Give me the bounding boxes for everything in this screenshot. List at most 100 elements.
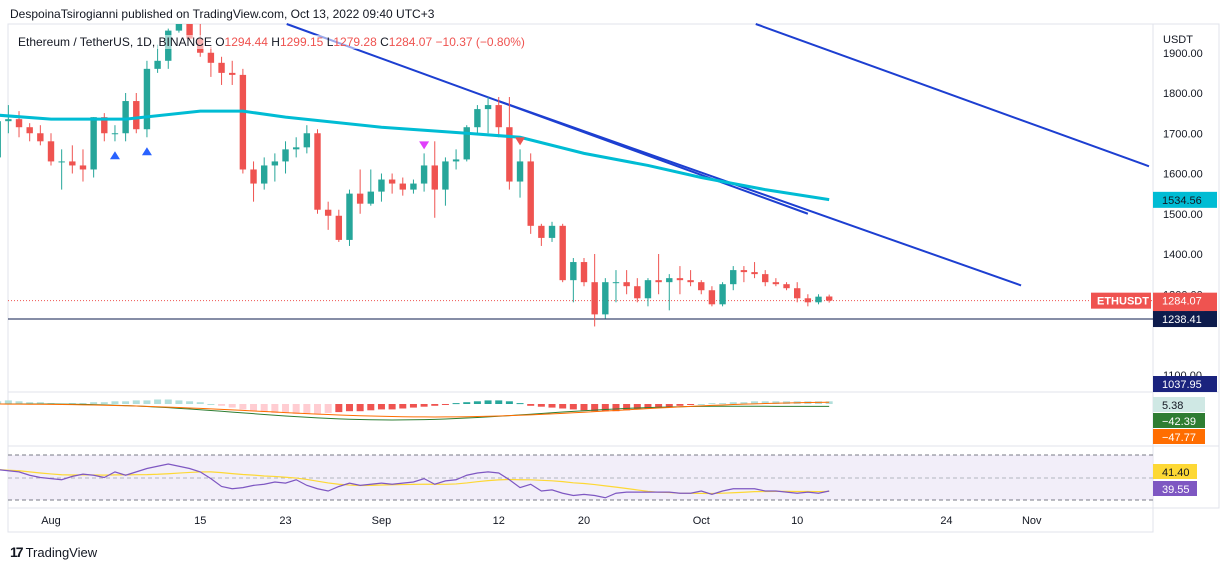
trendlines[interactable] xyxy=(286,23,1150,287)
candle-body xyxy=(186,24,193,39)
macd-histogram-bar xyxy=(345,404,353,412)
macd-histogram-bar xyxy=(537,404,545,407)
price-tick-label: 1800.00 xyxy=(1163,88,1203,100)
macd-histogram-bar xyxy=(548,404,556,408)
rsi-value-text: 39.55 xyxy=(1162,484,1190,496)
macd-histogram-bar xyxy=(740,402,748,404)
price-label-text: 1238.41 xyxy=(1162,314,1202,326)
candle-body xyxy=(474,109,481,128)
macd-histogram-bar xyxy=(495,400,503,404)
candle-body xyxy=(698,282,705,291)
candle-body xyxy=(772,282,780,285)
macd-histogram-bar xyxy=(271,404,279,413)
macd-histogram-bar xyxy=(719,403,727,405)
candle-body xyxy=(815,296,822,303)
price-tick-label: 1400.00 xyxy=(1163,249,1203,261)
price-label-text: 1284.07 xyxy=(1162,296,1202,308)
macd-histogram-bar xyxy=(633,404,641,410)
macd-histogram-bar xyxy=(282,404,290,413)
macd-histogram-bar xyxy=(473,401,481,404)
macd-histogram-bar xyxy=(409,404,417,408)
macd-value-text: −47.77 xyxy=(1162,432,1196,444)
macd-histogram-bar xyxy=(676,404,684,406)
candle-body xyxy=(580,262,588,283)
candle-body xyxy=(101,117,108,134)
symbol-tag-text: ETHUSDT xyxy=(1097,296,1149,308)
candle-body xyxy=(239,74,247,170)
macd-histogram-bar xyxy=(665,404,673,407)
candle-body xyxy=(687,280,694,283)
candle-body xyxy=(506,127,513,182)
sell-signal-arrow-icon xyxy=(515,137,526,146)
candle-body xyxy=(324,209,332,216)
macd-histogram-bar xyxy=(175,400,183,404)
macd-histogram-bar xyxy=(463,402,471,404)
candle-body xyxy=(26,127,33,134)
candle-body xyxy=(271,161,279,166)
price-tick-label: 1600.00 xyxy=(1163,169,1203,181)
signals xyxy=(109,137,526,160)
date-axis: Aug 15 23 Sep 12 20 Oct 10 24 Nov xyxy=(41,515,1042,527)
macd-histogram-bar xyxy=(186,401,194,404)
candle-body xyxy=(666,278,673,283)
candle-body xyxy=(527,161,534,226)
candle-body xyxy=(90,117,97,170)
macd-histogram-bar xyxy=(0,401,2,404)
macd-histogram-bar xyxy=(751,401,759,404)
trendline xyxy=(498,100,1022,287)
macd-histogram-bar xyxy=(164,399,172,404)
macd-histogram-bar xyxy=(303,404,311,414)
symbol-legend: Ethereum / TetherUS, 1D, BINANCE O1294.4… xyxy=(18,35,525,49)
macd-histogram-bar xyxy=(623,404,631,411)
price-tick-label: 1500.00 xyxy=(1163,209,1203,221)
candle-body xyxy=(143,68,151,130)
candle-body xyxy=(5,119,12,122)
candles xyxy=(0,24,833,327)
tradingview-logo[interactable]: 17 TradingView xyxy=(10,544,97,560)
candle-body xyxy=(559,225,566,281)
candle-body xyxy=(229,72,236,75)
date-tick-label: 15 xyxy=(194,515,206,527)
candle-body xyxy=(602,282,609,315)
candle-body xyxy=(292,147,300,150)
macd-histogram-bar xyxy=(143,400,151,404)
price-tick-label: 1900.00 xyxy=(1163,48,1203,60)
rsi-line xyxy=(0,463,830,499)
macd-histogram-bar xyxy=(111,401,119,404)
macd-histogram-bar xyxy=(516,403,524,405)
candle-body xyxy=(367,191,374,204)
macd-histogram-bar xyxy=(772,401,780,404)
open-label: O xyxy=(215,35,225,49)
macd-histogram-bar xyxy=(708,403,716,405)
date-tick-label: 23 xyxy=(279,515,291,527)
candle-body xyxy=(58,161,65,163)
macd-histogram-bar xyxy=(377,404,385,410)
macd-histogram-bar xyxy=(26,402,34,404)
macd-value-text: −42.39 xyxy=(1162,416,1196,428)
candle-body xyxy=(762,274,769,283)
macd-histogram-bar xyxy=(335,404,343,413)
macd-histogram-bar xyxy=(527,404,535,406)
macd-histogram-bar xyxy=(399,404,407,409)
macd-histogram-bar xyxy=(441,404,449,405)
candle-body xyxy=(378,179,385,192)
macd-histogram-bar xyxy=(68,403,76,405)
macd-histogram-bar xyxy=(601,404,609,412)
candle-body xyxy=(335,215,343,240)
macd-histogram-bar xyxy=(79,403,87,405)
macd-histogram-bar xyxy=(292,404,300,414)
candle-body xyxy=(314,133,321,210)
rsi-pane xyxy=(0,463,830,499)
axis-frame xyxy=(1152,23,1220,509)
macd-histogram-bar xyxy=(644,404,652,409)
macd-histogram-bar xyxy=(388,404,396,410)
price-labels: 1534.561284.0717:19:37ETHUSDT1238.411037… xyxy=(1091,191,1217,392)
candle-body xyxy=(47,141,55,162)
trendline xyxy=(755,23,1150,168)
candle-body xyxy=(484,105,492,110)
publisher-caption: DespoinaTsirogianni published on Trading… xyxy=(10,7,435,21)
date-tick-label: Sep xyxy=(372,515,392,527)
macd-histogram-bar xyxy=(207,404,215,405)
candle-body xyxy=(751,272,758,275)
